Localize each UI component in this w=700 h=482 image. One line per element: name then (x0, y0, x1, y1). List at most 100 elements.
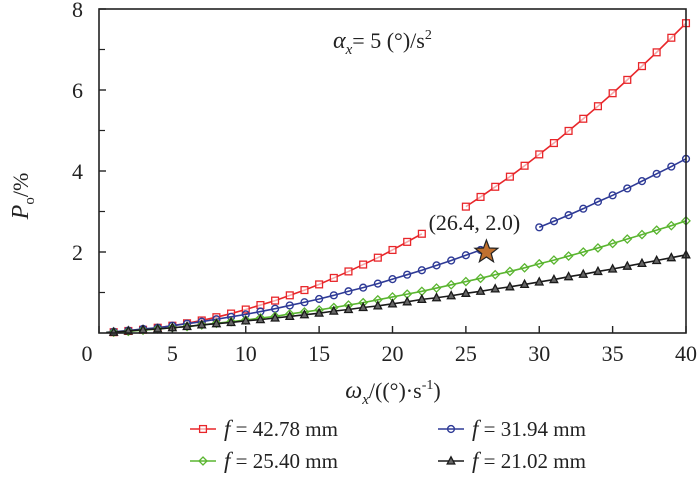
circle-marker (652, 169, 661, 178)
diamond-marker (666, 220, 677, 231)
square-marker (476, 192, 485, 201)
square-marker (520, 161, 529, 170)
series-line (465, 22, 687, 208)
triangle-marker (314, 307, 325, 317)
circle-marker (344, 287, 353, 296)
square-marker (417, 229, 426, 238)
x-axis-sub: x (361, 392, 369, 408)
legend-item: f = 42.78 mm (190, 416, 338, 441)
triangle-marker (255, 314, 266, 324)
triangle-marker (666, 252, 677, 262)
triangle-marker (549, 273, 559, 284)
diamond-marker (504, 266, 515, 277)
square-marker (198, 424, 208, 434)
x-axis-title: ωx/((°)·s-1) (345, 378, 440, 408)
square-marker (403, 237, 412, 246)
series-line (106, 220, 687, 334)
diamond-marker (593, 243, 603, 253)
square-marker (315, 280, 324, 289)
square-marker (652, 48, 661, 57)
diamond-marker (534, 258, 545, 269)
triangle-marker (593, 265, 603, 276)
square-marker (667, 33, 676, 42)
triangle-marker (475, 285, 486, 295)
circle-marker (593, 197, 603, 206)
x-tick-label: 35 (602, 341, 624, 366)
circle-marker (373, 279, 382, 288)
ticks-layer: 0 5 10 15 20 25 30 35 40 2 4 6 8 (72, 0, 697, 366)
y-axis-rest: /% (8, 173, 33, 197)
x-axis-symbol: ω (345, 378, 362, 404)
triangle-marker (622, 260, 633, 270)
diamond-marker (651, 225, 662, 236)
square-marker (593, 102, 602, 111)
diamond-marker (198, 456, 208, 466)
square-marker (271, 296, 280, 305)
square-marker (549, 139, 558, 148)
legend-label: f = 25.40 mm (224, 448, 338, 473)
diamond-marker (108, 327, 119, 338)
diamond-marker (637, 229, 647, 240)
triangle-marker (226, 316, 236, 327)
circle-marker (446, 424, 456, 434)
triangle-marker (270, 312, 280, 322)
triangle-marker (607, 263, 618, 273)
series-1 (106, 154, 691, 336)
diamond-marker (563, 251, 574, 261)
y-axis-symbol: P (8, 204, 34, 220)
square-marker (329, 273, 338, 282)
x-tick-label: 20 (382, 341, 404, 366)
legend-label: f = 31.94 mm (472, 416, 586, 441)
series-line (538, 158, 687, 229)
square-marker (608, 89, 617, 98)
triangle-marker (211, 318, 222, 328)
y-tick-label: 4 (72, 159, 83, 184)
circle-marker (623, 184, 632, 193)
annotation-sub: x (345, 42, 353, 58)
square-marker (623, 75, 632, 84)
triangle-marker (446, 290, 457, 300)
diamond-marker (182, 321, 192, 332)
square-marker (256, 301, 265, 310)
legend-item: f = 31.94 mm (438, 416, 586, 441)
circle-marker (637, 177, 647, 186)
circle-marker (461, 251, 470, 260)
diamond-marker (460, 276, 471, 287)
square-marker (359, 260, 368, 269)
triangle-marker (563, 271, 574, 281)
legend-label: f = 21.02 mm (472, 448, 586, 473)
triangle-marker (534, 276, 545, 286)
triangle-marker (519, 278, 530, 289)
circle-marker (579, 204, 588, 213)
square-marker (285, 291, 294, 300)
triangle-marker (182, 320, 192, 331)
triangle-marker (328, 305, 339, 315)
circle-marker (388, 275, 397, 284)
x-axis-rest: /((°)·s (369, 378, 422, 403)
square-marker (300, 286, 309, 295)
triangle-marker (651, 254, 662, 265)
circle-marker (564, 211, 573, 220)
triangle-marker (152, 323, 163, 333)
acceleration-annotation: αx= 5 (°)/s2 (333, 28, 432, 58)
circle-marker (417, 266, 426, 275)
circle-marker (285, 301, 294, 310)
triangle-marker (578, 268, 589, 278)
diamond-marker (549, 255, 559, 266)
x-tick-label: 30 (528, 341, 550, 366)
circle-marker (608, 191, 617, 200)
triangle-marker (460, 287, 471, 297)
series-2 (106, 215, 691, 338)
triangle-marker (196, 319, 207, 329)
square-marker (491, 182, 500, 191)
x-axis-close: ) (433, 378, 440, 403)
square-marker (344, 267, 353, 276)
square-marker (505, 172, 514, 181)
triangle-marker (372, 300, 383, 310)
triangle-marker (490, 283, 501, 293)
series-3 (106, 249, 691, 336)
diamond-marker (519, 262, 530, 273)
x-tick-label: 15 (308, 341, 330, 366)
legend-item: f = 25.40 mm (190, 448, 338, 473)
